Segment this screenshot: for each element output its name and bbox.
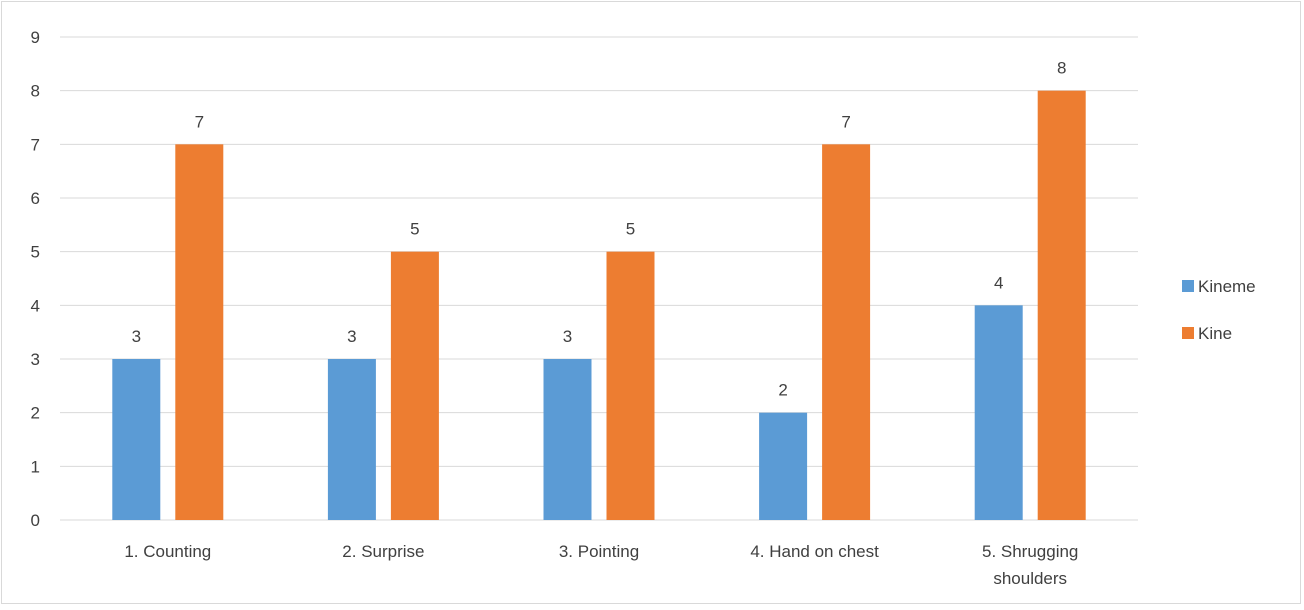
gridlines: [60, 36, 1138, 521]
bar-kineme-2: [327, 359, 376, 520]
legend-swatch-kine: [1182, 327, 1194, 339]
y-tick-label: 4: [31, 296, 40, 315]
bar-kine-3: [606, 251, 655, 520]
bar-kine-5: [1037, 90, 1086, 521]
data-label-kineme-1: 3: [132, 327, 141, 346]
bar-kine-4: [822, 144, 871, 521]
y-tick-label: 9: [31, 28, 40, 47]
y-axis-ticks: 0 1 2 3 4 5 6 7 8 9: [31, 28, 40, 530]
data-labels: 3 7 3 5 3 5 2 7 4 8: [132, 59, 1067, 400]
category-label: 5. Shrugging shoulders: [982, 542, 1078, 588]
legend: Kineme Kine: [1182, 277, 1256, 343]
bars: [112, 90, 1086, 521]
x-axis-categories: 1. Counting 2. Surprise 3. Pointing 4. Hand…: [124, 542, 1078, 588]
category-label: 1. Counting: [124, 542, 211, 561]
y-tick-label: 3: [31, 350, 40, 369]
y-tick-label: 0: [31, 511, 40, 530]
data-label-kineme-4: 2: [778, 381, 787, 400]
data-label-kine-4: 7: [841, 112, 850, 131]
bar-kine-1: [175, 144, 224, 521]
legend-label-kineme: Kineme: [1198, 277, 1256, 296]
bar-kineme-4: [759, 412, 808, 520]
data-label-kineme-5: 4: [994, 273, 1003, 292]
bar-kineme-3: [543, 359, 592, 520]
data-label-kine-5: 8: [1057, 59, 1066, 78]
bar-kineme-1: [112, 359, 161, 520]
category-label: 4. Hand on chest: [750, 542, 879, 561]
legend-label-kine: Kine: [1198, 324, 1232, 343]
y-tick-label: 8: [31, 82, 40, 101]
bar-kineme-5: [974, 305, 1023, 520]
bar-kine-2: [390, 251, 439, 520]
y-tick-label: 2: [31, 404, 40, 423]
y-tick-label: 7: [31, 135, 40, 154]
data-label-kine-3: 5: [626, 220, 635, 239]
legend-swatch-kineme: [1182, 280, 1194, 292]
y-tick-label: 5: [31, 243, 40, 262]
category-label: 3. Pointing: [559, 542, 639, 561]
data-label-kine-2: 5: [410, 220, 419, 239]
data-label-kineme-2: 3: [347, 327, 356, 346]
y-tick-label: 6: [31, 189, 40, 208]
category-label: 2. Surprise: [342, 542, 424, 561]
data-label-kineme-3: 3: [563, 327, 572, 346]
data-label-kine-1: 7: [195, 112, 204, 131]
y-tick-label: 1: [31, 457, 40, 476]
